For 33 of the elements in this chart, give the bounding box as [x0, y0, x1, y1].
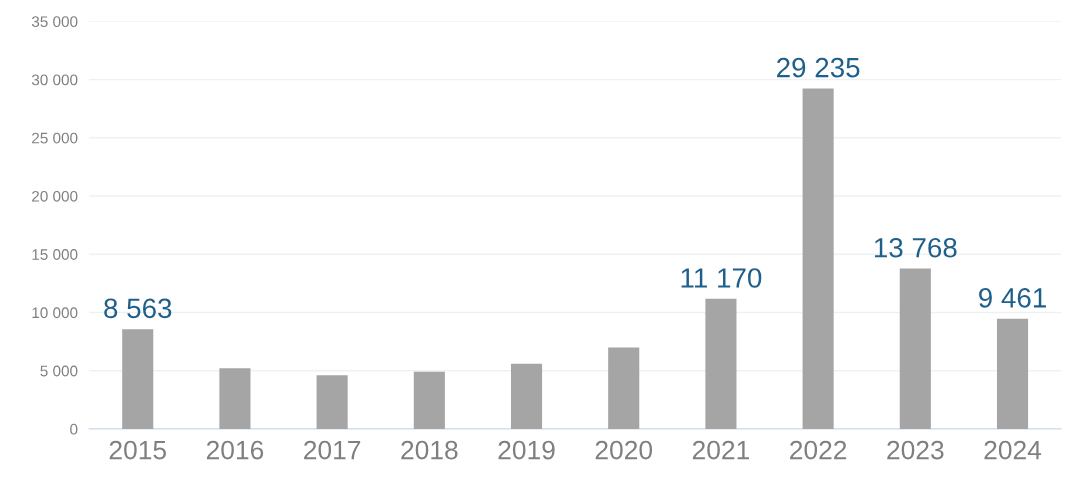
y-tick-label: 35 000	[31, 16, 78, 28]
x-tick-label: 2019	[498, 440, 555, 460]
y-tick-label: 10 000	[32, 307, 78, 319]
data-label: 29 235	[777, 57, 860, 78]
x-tick-label: 2024	[984, 440, 1042, 460]
bar	[316, 375, 348, 429]
y-tick-label: 15 000	[32, 249, 78, 260]
y-tick-label: 20 000	[32, 190, 78, 202]
bar	[122, 329, 154, 429]
data-label: 11 170	[681, 268, 762, 288]
y-tick-label: 30 000	[31, 74, 78, 86]
data-label: 8 563	[104, 298, 172, 319]
x-tick-label: 2022	[790, 440, 847, 460]
x-tick-label: 2020	[595, 440, 653, 460]
y-tick-label: 5 000	[40, 365, 78, 377]
bar	[413, 371, 445, 429]
bar	[510, 363, 543, 429]
x-tick-label: 2018	[401, 440, 458, 460]
bar	[608, 347, 640, 429]
y-tick-label: 25 000	[32, 132, 78, 144]
bar	[219, 368, 251, 429]
x-tick-label: 2021	[692, 440, 749, 460]
x-tick-label: 2017	[304, 440, 361, 460]
y-tick-label: 0	[70, 423, 78, 435]
bar	[899, 268, 931, 429]
x-tick-label: 2015	[109, 440, 166, 460]
data-label: 13 768	[874, 237, 957, 258]
bar	[996, 318, 1029, 429]
bar	[802, 88, 834, 429]
data-label: 9 461	[979, 288, 1046, 308]
x-tick-label: 2016	[206, 440, 264, 460]
x-tick-label: 2023	[887, 440, 944, 460]
bar	[705, 298, 737, 429]
